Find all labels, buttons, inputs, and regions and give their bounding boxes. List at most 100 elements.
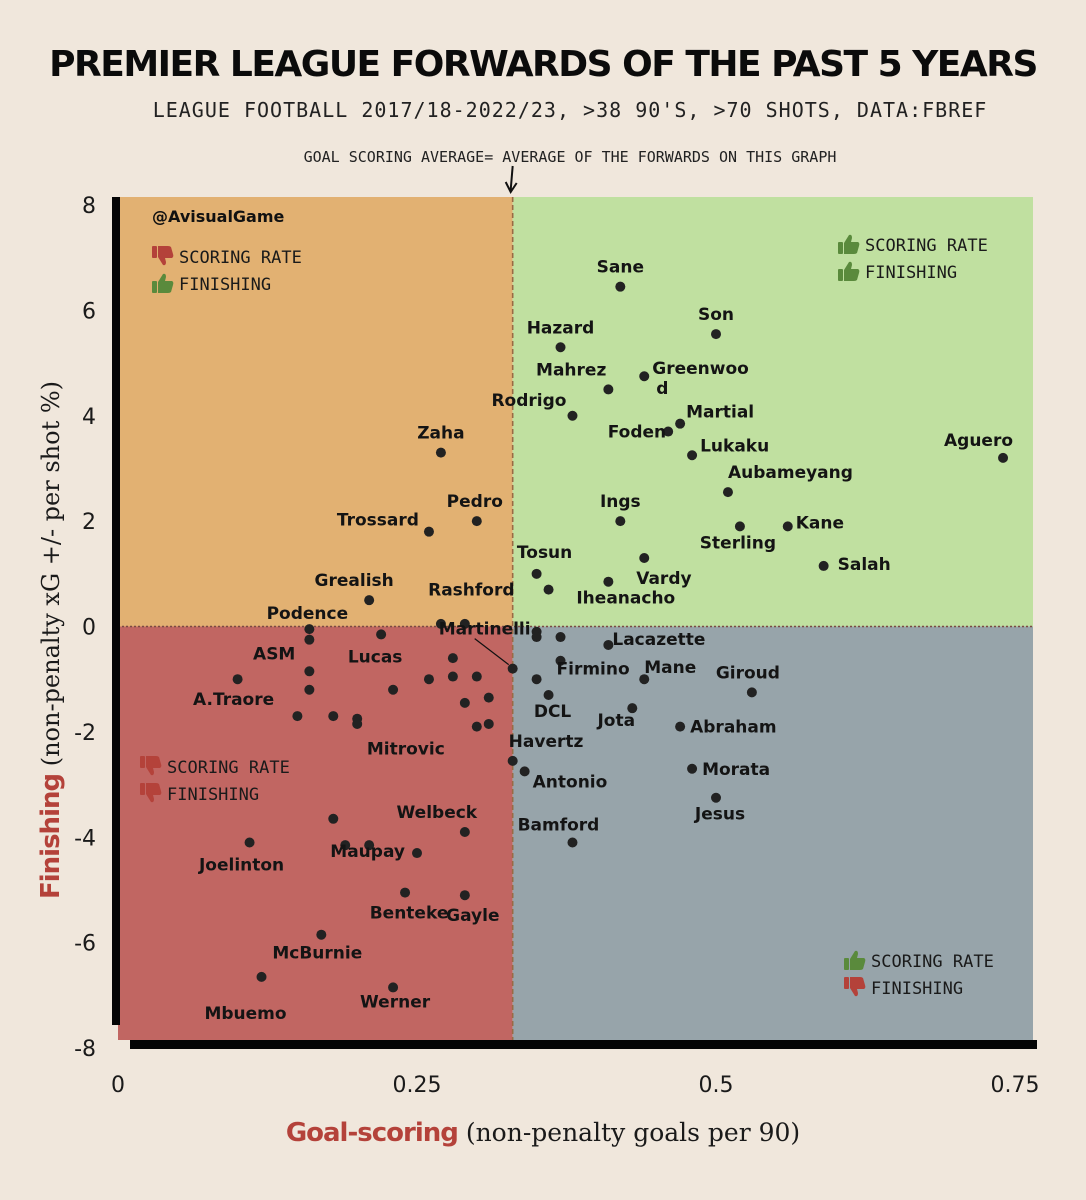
point-greenwood xyxy=(639,371,650,382)
point-hazard xyxy=(555,342,566,353)
point-lukaku xyxy=(687,450,698,461)
point-giroud xyxy=(746,687,757,698)
x-tick-label: 0.25 xyxy=(393,1073,442,1098)
point-label: Aguero xyxy=(944,431,1013,451)
point-label: Greenwoo xyxy=(652,359,749,379)
point-havertz xyxy=(507,755,518,766)
point-aubameyang xyxy=(722,487,733,498)
point-unlabeled xyxy=(447,671,458,682)
point-label: Martinelli xyxy=(439,620,531,640)
point-label: Pedro xyxy=(447,492,503,512)
point-label: Foden xyxy=(608,423,666,443)
point-label: Antonio xyxy=(533,772,608,792)
point-grealish xyxy=(364,595,375,606)
point-label: Salah xyxy=(838,555,891,575)
point-jesus xyxy=(711,792,721,803)
point-unlabeled xyxy=(459,697,470,708)
point-asm xyxy=(304,634,315,645)
average-arrow xyxy=(504,165,518,194)
thumbs-down-icon xyxy=(152,246,174,266)
legend-line-scoring: SCORING RATE xyxy=(179,248,302,268)
point-label: Morata xyxy=(702,760,770,780)
point-label: Bamford xyxy=(518,816,600,836)
point-firmino xyxy=(555,655,566,666)
legend-line-finishing: FINISHING xyxy=(871,979,963,999)
x-axis-label: Goal-scoring (non-penalty goals per 90) xyxy=(0,1118,1086,1148)
point-label: Hazard xyxy=(527,318,595,338)
point-antonio xyxy=(519,766,530,777)
y-tick-label: -8 xyxy=(74,1037,96,1062)
point-label: Giroud xyxy=(716,663,780,683)
y-tick-label: -2 xyxy=(74,721,96,746)
legend-line-scoring: SCORING RATE xyxy=(865,236,988,256)
y-tick-label: -6 xyxy=(74,932,96,957)
martinelli-leader-line xyxy=(474,638,510,666)
point-welbeck xyxy=(459,826,470,837)
point-aguero xyxy=(998,452,1009,463)
thumbs-up-icon xyxy=(152,273,174,293)
average-note: GOAL SCORING AVERAGE= AVERAGE OF THE FOR… xyxy=(303,148,837,166)
legend-bottom-right: SCORING RATE FINISHING xyxy=(844,950,994,999)
point-label: Trossard xyxy=(337,511,419,531)
point-dcl xyxy=(543,689,554,700)
point-label: Son xyxy=(698,305,734,325)
point-label: Podence xyxy=(267,604,349,624)
y-tick-label: -4 xyxy=(74,826,96,851)
point-label: Zaha xyxy=(417,424,464,444)
point-label: Mbuemo xyxy=(204,1004,286,1024)
point-label: Gayle xyxy=(446,906,499,926)
point-morata xyxy=(687,763,698,774)
quadrant-top-left xyxy=(118,197,513,627)
legend-bottom-left: SCORING RATE FINISHING xyxy=(140,756,290,805)
point-podence xyxy=(304,624,315,635)
point-ings xyxy=(615,516,626,527)
point-label: Maupay xyxy=(330,842,405,862)
point-tosun xyxy=(531,568,542,579)
point-unlabeled xyxy=(483,692,494,703)
point-werner xyxy=(388,982,399,993)
point-unlabeled xyxy=(328,813,339,824)
point-label: DCL xyxy=(534,702,572,722)
point-unlabeled xyxy=(483,718,494,729)
point-label: Jesus xyxy=(694,805,745,825)
point-abraham xyxy=(675,721,686,732)
legend-top-left: SCORING RATE FINISHING xyxy=(152,246,302,295)
point-label: Abraham xyxy=(690,718,776,738)
point-label: Aubameyang xyxy=(728,463,853,483)
point-rodrigo xyxy=(567,410,578,421)
point-label: d xyxy=(656,379,668,399)
point-label: Jota xyxy=(596,711,635,731)
point-mane xyxy=(639,674,650,685)
point-label: Vardy xyxy=(636,569,691,589)
y-axis-label-rest: (non-penalty xG +/- per shot %) xyxy=(37,380,65,774)
legend-top-right: SCORING RATE FINISHING xyxy=(838,234,988,283)
point-label: Rodrigo xyxy=(491,391,566,411)
thumbs-up-icon xyxy=(844,950,866,970)
legend-line-scoring: SCORING RATE xyxy=(167,758,290,778)
point-label: Welbeck xyxy=(397,803,478,823)
point-label: Grealish xyxy=(315,571,394,591)
x-axis-label-rest: (non-penalty goals per 90) xyxy=(457,1118,801,1147)
point-label: Kane xyxy=(796,513,844,533)
x-axis-line xyxy=(130,1040,1037,1049)
y-axis-line xyxy=(112,197,120,1025)
legend-line-finishing: FINISHING xyxy=(179,275,271,295)
point-vardy xyxy=(639,553,650,564)
y-tick-label: 6 xyxy=(82,299,96,324)
thumbs-down-icon xyxy=(140,783,162,803)
point-son xyxy=(711,329,721,340)
thumbs-down-icon xyxy=(844,977,866,997)
point-label: Mahrez xyxy=(536,360,606,380)
point-foden xyxy=(663,426,674,437)
point-unlabeled xyxy=(304,666,315,677)
point-pedro xyxy=(471,516,482,527)
point-unlabeled xyxy=(352,718,363,729)
y-tick-label: 2 xyxy=(82,510,96,535)
point-label: Ings xyxy=(600,492,641,512)
point-sane xyxy=(615,281,626,292)
point-sterling xyxy=(734,521,745,532)
y-axis-label: Finishing (non-penalty xG +/- per shot %… xyxy=(36,381,66,899)
legend-line-finishing: FINISHING xyxy=(865,263,957,283)
point-label: Iheanacho xyxy=(576,589,675,609)
